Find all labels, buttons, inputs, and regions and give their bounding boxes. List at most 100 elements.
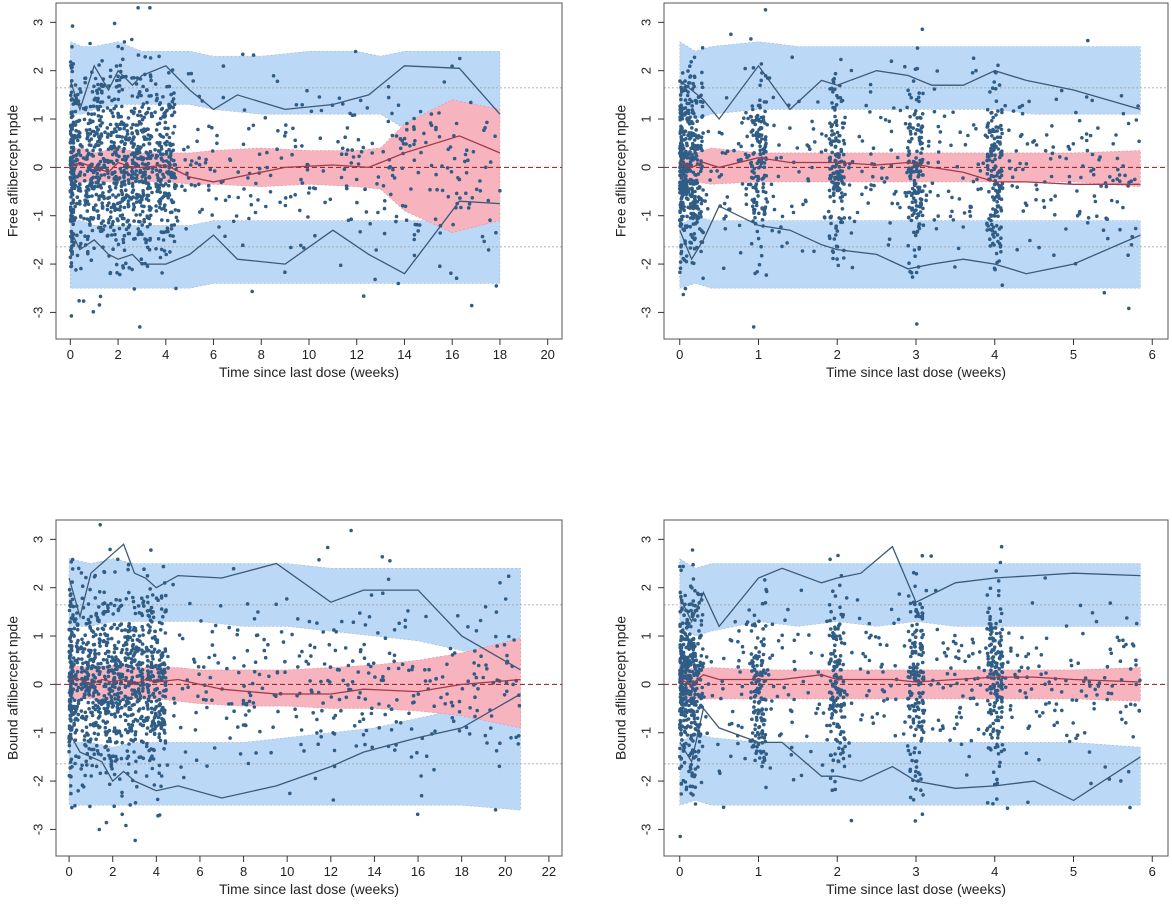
data-point	[379, 678, 384, 682]
data-point	[693, 588, 697, 593]
data-point	[1009, 646, 1013, 650]
data-point	[1110, 684, 1114, 688]
data-point	[699, 135, 704, 139]
data-point	[353, 49, 358, 54]
data-point	[983, 133, 988, 138]
data-point	[189, 183, 194, 187]
data-point	[996, 125, 1001, 130]
data-point	[92, 246, 96, 250]
data-point	[824, 134, 828, 138]
data-point	[680, 738, 684, 742]
data-point	[92, 185, 97, 190]
data-point	[753, 758, 757, 763]
data-point	[871, 721, 876, 725]
plot-area	[664, 8, 1168, 329]
data-point	[232, 656, 236, 660]
data-point	[173, 701, 177, 705]
data-point	[969, 205, 973, 209]
data-point	[90, 152, 94, 157]
data-point	[274, 602, 279, 607]
data-point	[679, 218, 683, 222]
data-point	[838, 96, 843, 100]
data-point	[349, 217, 354, 221]
data-point	[917, 135, 922, 140]
data-point	[158, 702, 162, 706]
data-point	[755, 229, 760, 234]
data-point	[746, 116, 750, 121]
data-point	[67, 608, 72, 613]
data-point	[442, 80, 447, 84]
data-point	[130, 170, 135, 174]
data-point	[158, 255, 163, 260]
data-point	[98, 152, 102, 156]
data-point	[74, 682, 78, 687]
data-point	[144, 732, 149, 736]
data-point	[97, 640, 102, 645]
data-point	[159, 724, 164, 728]
data-point	[141, 706, 146, 710]
data-point	[254, 633, 259, 638]
data-point	[879, 115, 883, 120]
data-point	[147, 142, 152, 146]
data-point	[996, 171, 1000, 175]
data-point	[1049, 197, 1053, 202]
data-point	[208, 675, 213, 680]
data-point	[882, 699, 886, 703]
data-point	[999, 544, 1004, 549]
data-point	[83, 773, 87, 778]
data-point	[84, 157, 88, 161]
data-point	[743, 152, 748, 156]
data-point	[120, 741, 125, 745]
data-point	[79, 571, 84, 575]
data-point	[389, 707, 394, 711]
data-point	[889, 59, 894, 63]
data-point	[210, 213, 214, 217]
data-point	[109, 712, 114, 717]
data-point	[428, 187, 432, 192]
observed-upper-quantile-line	[679, 64, 1141, 121]
data-point	[139, 155, 143, 159]
data-point	[911, 79, 916, 83]
data-point	[759, 244, 763, 249]
data-point	[130, 158, 135, 162]
data-point	[991, 672, 996, 677]
data-point	[134, 162, 139, 166]
upper-prediction-band	[679, 41, 1141, 120]
data-point	[503, 597, 508, 601]
data-point	[472, 661, 476, 665]
data-point	[131, 712, 135, 717]
data-point	[765, 200, 770, 204]
data-point	[988, 724, 992, 728]
data-point	[160, 653, 165, 658]
data-point	[218, 604, 223, 608]
data-point	[72, 168, 76, 173]
data-point	[147, 175, 152, 180]
data-point	[350, 659, 355, 663]
y-tick-label: -3	[30, 307, 45, 319]
y-tick-label: 1	[638, 115, 653, 122]
data-point	[995, 189, 999, 194]
data-point	[145, 685, 150, 689]
data-point	[115, 626, 120, 631]
data-point	[108, 270, 113, 275]
data-point	[89, 168, 94, 173]
data-point	[481, 675, 486, 680]
data-point	[149, 644, 154, 649]
data-point	[700, 148, 704, 153]
data-point	[898, 108, 903, 113]
data-point	[744, 110, 748, 115]
data-point	[108, 739, 113, 744]
data-point	[502, 643, 507, 647]
data-point	[1089, 169, 1093, 173]
data-point	[1090, 98, 1094, 103]
data-point	[476, 687, 480, 691]
data-point	[994, 569, 998, 573]
data-point	[1018, 134, 1023, 138]
data-point	[1034, 183, 1038, 187]
data-point	[988, 237, 992, 241]
data-point	[688, 160, 693, 164]
data-point	[113, 667, 118, 671]
data-point	[920, 146, 924, 151]
data-point	[749, 652, 754, 656]
data-point	[368, 222, 373, 226]
